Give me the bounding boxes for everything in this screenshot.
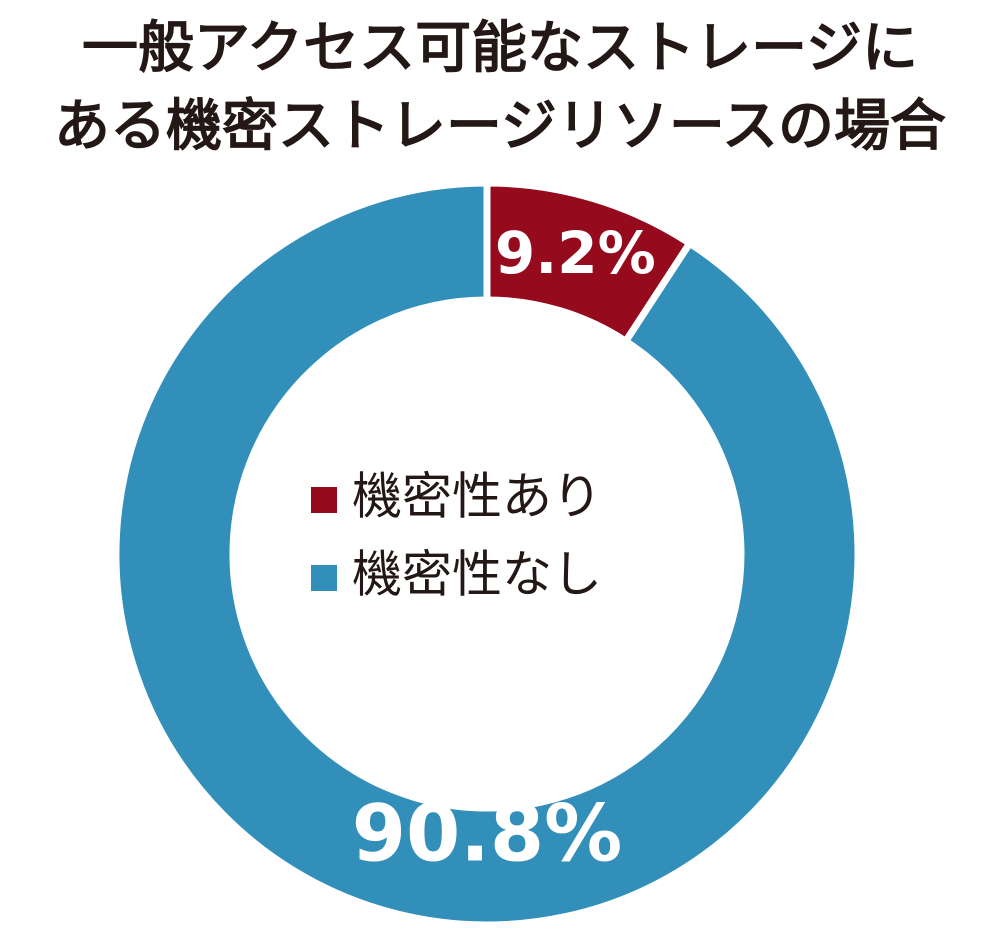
legend-label: 機密性あり <box>352 468 602 526</box>
value-label: 9.2% <box>495 219 656 287</box>
legend-label: 機密性なし <box>352 546 602 604</box>
chart-title: 一般アクセス可能なストレージに <box>82 16 918 81</box>
chart-title: ある機密ストレージリソースの場合 <box>54 94 946 159</box>
donut-slice <box>112 179 862 929</box>
legend-swatch <box>311 565 337 591</box>
legend-swatch <box>311 487 337 513</box>
value-label: 90.8% <box>352 789 623 879</box>
